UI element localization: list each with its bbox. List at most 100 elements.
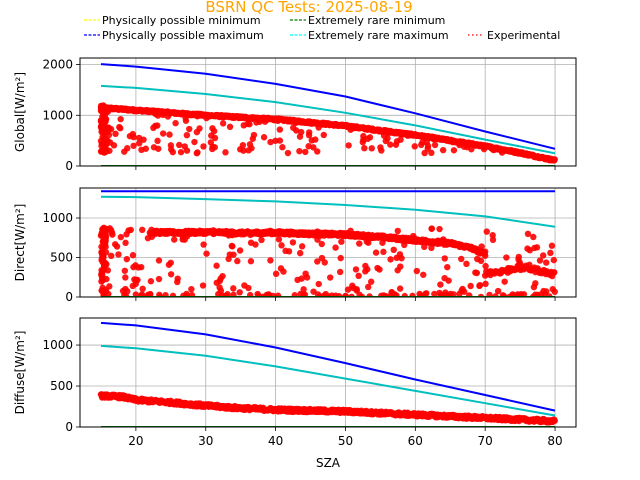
experimental-point [401, 292, 408, 297]
experimental-point [274, 292, 282, 297]
experimental-point [239, 141, 247, 149]
experimental-point [151, 109, 158, 117]
experimental-point [100, 254, 107, 261]
experimental-point [122, 239, 129, 247]
experimental-point [182, 114, 189, 121]
experimental-point [456, 290, 463, 297]
experimental-point [138, 146, 145, 154]
experimental-point [230, 291, 237, 297]
experimental-point [124, 145, 131, 152]
experimental-point [347, 227, 354, 235]
experimental-point [139, 285, 146, 293]
experimental-point [486, 268, 494, 275]
experimental-point [274, 117, 282, 124]
experimental-point [154, 137, 161, 145]
experimental-point [320, 131, 327, 139]
experimental-point [376, 266, 383, 273]
experimental-point [246, 141, 254, 148]
experimental-point [419, 139, 426, 146]
x-tick-label: 80 [547, 434, 562, 448]
experimental-point [444, 263, 451, 271]
experimental-point [203, 250, 210, 257]
subplot-direct: 0 500 1000 Direct[W/m²] [13, 187, 577, 304]
experimental-point [246, 291, 254, 297]
experimental-point [167, 146, 175, 153]
experimental-point [98, 243, 105, 250]
experimental-point [384, 135, 391, 142]
experimental-point [332, 244, 339, 251]
experimental-point [247, 239, 255, 246]
experimental-point [302, 270, 309, 277]
experimental-point [336, 268, 344, 276]
experimental-point [123, 255, 131, 263]
experimental-point [138, 292, 145, 297]
experimental-point [98, 229, 106, 236]
experimental-point [294, 276, 301, 284]
experimental-point [393, 254, 400, 262]
experimental-point [300, 286, 307, 293]
experimental-point [530, 233, 537, 241]
experimental-point [176, 141, 183, 149]
experimental-point [360, 136, 367, 144]
experimental-point [292, 119, 299, 127]
experimental-point [298, 243, 306, 250]
experimental-point [449, 138, 456, 146]
experimental-point [321, 259, 328, 266]
experimental-point [413, 267, 421, 275]
experimental-point [297, 128, 305, 136]
experimental-point [258, 236, 265, 244]
experimental-point [379, 239, 386, 246]
experimental-point [302, 148, 309, 156]
experimental-point [203, 114, 210, 122]
experimental-point [101, 134, 109, 141]
experimental-point [135, 134, 143, 142]
experimental-point [550, 256, 558, 264]
experimental-point [482, 262, 489, 270]
experimental-point [439, 146, 447, 154]
x-tick-label: 30 [198, 434, 213, 448]
legend-entry: Physically possible minimum [84, 14, 261, 27]
experimental-point [108, 252, 115, 260]
chart-title: BSRN QC Tests: 2025-08-19 [205, 0, 412, 16]
experimental-point [136, 140, 143, 147]
experimental-point [368, 145, 375, 152]
experimental-point [434, 240, 442, 248]
experimental-point [549, 285, 556, 293]
y-tick-label: 1000 [42, 211, 73, 225]
experimental-point [458, 255, 465, 263]
experimental-point [166, 131, 173, 138]
experimental-point [129, 282, 136, 290]
experimental-point [167, 271, 175, 278]
experimental-point [135, 264, 142, 271]
experimental-point [397, 131, 405, 138]
experimental-point [191, 138, 198, 146]
experimental-point [308, 120, 315, 127]
experimental-point [483, 228, 490, 235]
experimental-point [365, 283, 372, 291]
experimental-point [275, 236, 283, 243]
experimental-point [391, 291, 398, 297]
experimental-point [211, 144, 218, 151]
experimental-point [174, 278, 181, 286]
experimental-point [387, 256, 394, 263]
experimental-point [228, 242, 235, 250]
experimental-point [301, 291, 309, 297]
experimental-point [355, 272, 362, 280]
experimental-point [169, 292, 177, 297]
experimental-point [284, 149, 292, 157]
series-line [100, 321, 556, 412]
experimental-point [428, 149, 435, 157]
experimental-point [396, 285, 404, 292]
experimental-point [129, 130, 137, 138]
experimental-point [226, 123, 234, 131]
experimental-point [417, 292, 424, 297]
experimental-point [148, 226, 155, 234]
experimental-point [424, 145, 431, 152]
experimental-point [99, 271, 106, 278]
experimental-point [352, 266, 360, 273]
experimental-point [216, 284, 223, 291]
experimental-point [489, 236, 497, 244]
experimental-point [143, 107, 151, 115]
experimental-point [489, 144, 497, 152]
